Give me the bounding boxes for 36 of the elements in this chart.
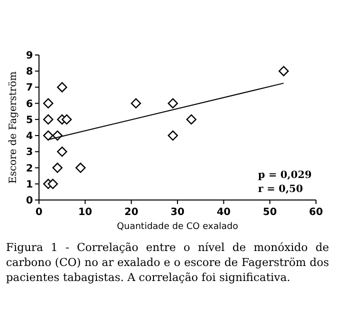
point — [43, 114, 54, 125]
x-tick-label: 30 — [170, 207, 184, 218]
point — [43, 130, 54, 141]
point — [130, 98, 142, 108]
point — [278, 66, 289, 76]
x-tick-label: 60 — [309, 207, 323, 218]
y-tick-label: 2 — [26, 163, 34, 174]
y-tick-label: 3 — [26, 147, 34, 158]
y-tick-label: 4 — [26, 131, 34, 142]
y-tick-label: 0 — [26, 196, 34, 206]
point — [52, 162, 63, 173]
point — [48, 178, 58, 189]
point — [56, 146, 68, 157]
x-tick-label: 10 — [78, 207, 92, 218]
y-tick-label: 7 — [26, 82, 34, 94]
y-tick-label: 9 — [26, 50, 34, 62]
y-tick-label: 5 — [26, 114, 34, 126]
x-tick-label: 40 — [216, 207, 231, 218]
point — [75, 162, 86, 173]
y-axis-title: Escore de Fagerström — [8, 70, 19, 184]
point — [62, 114, 72, 125]
point — [56, 82, 68, 92]
point — [168, 130, 178, 141]
y-tick-label: 8 — [26, 66, 34, 78]
point — [186, 114, 196, 125]
x-tick-label: 20 — [124, 207, 138, 218]
x-tick-label: 50 — [262, 207, 277, 218]
y-tick-label: 6 — [26, 98, 34, 110]
x-axis-title: Quantidade de CO exalado — [116, 222, 239, 232]
point — [43, 98, 54, 108]
y-tick-label: 1 — [26, 179, 34, 190]
point — [168, 98, 178, 108]
text: Figura 1 - Correlação entre o nível de monóxido de carbono (CO) no ar exalado e o escore de Fagerström dos pacientes tabagistas. A correlação foi significativa. — [6, 240, 329, 285]
annotation: r = 0,50 — [258, 184, 304, 195]
annotation: p = 0,029 — [258, 170, 312, 181]
x-tick-label: 0 — [36, 207, 43, 218]
